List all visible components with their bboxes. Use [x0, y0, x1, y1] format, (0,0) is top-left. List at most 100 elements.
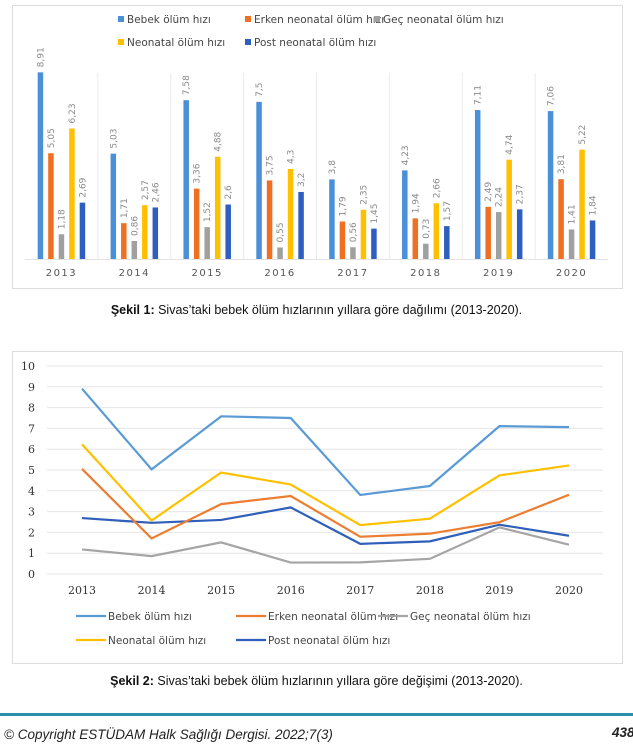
legend-item-neonatal-olum-hizi: Neonatal ölüm hızı: [118, 37, 225, 49]
legend-label: Post neonatal ölüm hızı: [254, 37, 376, 49]
bar-value-label: 5,05: [47, 128, 57, 148]
bar-erken-neonatal-olum-hizi-2017: [339, 221, 346, 259]
x-tick-label: 2018: [410, 268, 441, 279]
bar-neonatal-olum-hizi-2019: [506, 159, 512, 259]
figure-1-caption: Şekil 1: Sivas’taki bebek ölüm hızlarını…: [0, 303, 633, 317]
bar-value-label: 3,75: [266, 155, 276, 175]
footer-copyright: © Copyright ESTÜDAM Halk Sağlığı Dergisi…: [4, 727, 333, 742]
bar-bebek-olum-hizi-2015: [183, 100, 189, 259]
figure-2-caption: Şekil 2: Sivas’taki bebek ölüm hızlarını…: [0, 674, 633, 688]
x-tick-label: 2016: [277, 584, 305, 597]
line-gec-neonatal-olum-hizi: [81, 526, 570, 564]
bar-value-label: 4,3: [287, 150, 297, 164]
bar-value-label: 1,79: [338, 196, 348, 216]
x-tick-label: 2020: [556, 268, 587, 279]
bar-value-label: 2,37: [516, 184, 526, 204]
y-tick-label: 8: [28, 402, 35, 415]
bar-post-neonatal-olum-hizi-2014: [152, 207, 159, 259]
bar-post-neonatal-olum-hizi-2018: [444, 226, 450, 259]
bar-value-label: 1,71: [120, 198, 130, 218]
y-tick-label: 4: [28, 485, 35, 498]
x-tick-label: 2015: [207, 584, 235, 597]
y-tick-label: 5: [28, 464, 35, 477]
x-tick-label: 2016: [264, 268, 295, 279]
bar-erken-neonatal-olum-hizi-2016: [266, 180, 273, 259]
bar-post-neonatal-olum-hizi-2020: [589, 220, 596, 259]
bar-value-label: 5,22: [578, 125, 588, 145]
bar-neonatal-olum-hizi-2016: [287, 168, 294, 259]
bar-value-label: 5,03: [109, 129, 119, 149]
legend-label: Bebek ölüm hızı: [108, 611, 192, 623]
line-bebek-olum-hizi: [81, 387, 570, 497]
bar-value-label: 2,49: [484, 182, 494, 202]
bar-value-label: 0,56: [349, 222, 359, 242]
legend-label: Post neonatal ölüm hızı: [268, 635, 390, 647]
bar-value-label: 7,58: [182, 75, 192, 95]
line-erken-neonatal-olum-hizi: [81, 468, 570, 540]
bar-value-label: 7,5: [255, 83, 265, 97]
bar-gec-neonatal-olum-hizi-2014: [131, 240, 138, 259]
bar-neonatal-olum-hizi-2014: [142, 205, 148, 259]
bar-gec-neonatal-olum-hizi-2013: [58, 234, 65, 259]
bar-gec-neonatal-olum-hizi-2015: [204, 227, 210, 259]
bar-erken-neonatal-olum-hizi-2020: [558, 179, 564, 259]
bar-neonatal-olum-hizi-2015: [214, 156, 221, 259]
bar-bebek-olum-hizi-2016: [256, 101, 262, 260]
y-tick-label: 6: [28, 443, 35, 456]
bar-value-label: 1,41: [568, 204, 578, 224]
bar-value-label: 1,57: [443, 201, 453, 221]
x-tick-label: 2013: [68, 584, 96, 597]
bar-post-neonatal-olum-hizi-2016: [298, 191, 304, 259]
bar-value-label: 1,45: [370, 204, 380, 224]
bar-gec-neonatal-olum-hizi-2020: [568, 229, 575, 259]
legend-swatch: [118, 39, 124, 45]
bar-erken-neonatal-olum-hizi-2018: [412, 218, 419, 259]
y-tick-label: 0: [28, 568, 35, 581]
x-tick-label: 2013: [46, 268, 77, 279]
legend-label: Erken neonatal ölüm hızı: [268, 611, 398, 623]
page-number: 438: [612, 725, 633, 740]
bar-erken-neonatal-olum-hizi-2013: [48, 153, 54, 259]
legend-swatch: [245, 16, 251, 22]
bar-value-label: 2,57: [141, 180, 151, 200]
bar-bebek-olum-hizi-2013: [37, 72, 44, 260]
legend-label: Bebek ölüm hızı: [127, 14, 211, 26]
bar-value-label: 2,24: [495, 187, 505, 207]
bar-gec-neonatal-olum-hizi-2016: [277, 247, 283, 259]
bar-post-neonatal-olum-hizi-2013: [79, 202, 86, 259]
bar-gec-neonatal-olum-hizi-2018: [423, 243, 429, 259]
figure-1-text: Sivas’taki bebek ölüm hızlarının yıllara…: [154, 303, 523, 317]
bar-value-label: 2,6: [224, 185, 234, 200]
x-tick-label: 2019: [485, 584, 513, 597]
footer-rule: [0, 713, 633, 716]
line-chart-frame: [12, 351, 623, 664]
bar-value-label: 2,46: [151, 182, 161, 202]
x-tick-label: 2019: [483, 268, 514, 279]
legend-item-erken-neonatal-olum-hizi: Erken neonatal ölüm hızı: [245, 14, 384, 26]
bar-value-label: 0,55: [276, 222, 286, 242]
bar-value-label: 2,35: [359, 185, 369, 205]
bar-value-label: 2,66: [432, 178, 442, 198]
bar-erken-neonatal-olum-hizi-2019: [485, 206, 491, 259]
bar-value-label: 4,74: [505, 134, 515, 154]
legend-label: Geç neonatal ölüm hızı: [410, 611, 531, 623]
legend-swatch: [374, 16, 380, 22]
y-tick-label: 2: [28, 526, 35, 539]
line-chart: 0 1 2 3 4 5 6 7 8 9 10 2013 2014 2015 2016 2017 2018 2019…: [21, 360, 603, 647]
bar-value-label: 3,8: [328, 160, 338, 175]
y-tick-label: 7: [28, 422, 35, 435]
y-tick-label: 1: [28, 547, 35, 560]
legend-label: Geç neonatal ölüm hızı: [383, 14, 504, 26]
bar-neonatal-olum-hizi-2017: [360, 209, 367, 259]
legend-item-neonatal-olum-hizi: Neonatal ölüm hızı: [76, 635, 206, 647]
legend-item-gec-neonatal-olum-hizi: Geç neonatal ölüm hızı: [374, 14, 504, 26]
bar-bebek-olum-hizi-2018: [402, 170, 408, 259]
bar-value-label: 1,52: [203, 202, 213, 222]
legend-item-gec-neonatal-olum-hizi: Geç neonatal ölüm hızı: [378, 611, 531, 623]
legend-label: Neonatal ölüm hızı: [127, 37, 225, 49]
x-tick-label: 2014: [138, 584, 166, 597]
bar-value-label: 2,69: [78, 177, 88, 197]
figure-2-text: Sivas’taki bebek ölüm hızlarının yıllara…: [153, 674, 523, 688]
bar-post-neonatal-olum-hizi-2015: [225, 204, 231, 259]
legend-item-post-neonatal-olum-hizi: Post neonatal ölüm hızı: [245, 37, 376, 49]
